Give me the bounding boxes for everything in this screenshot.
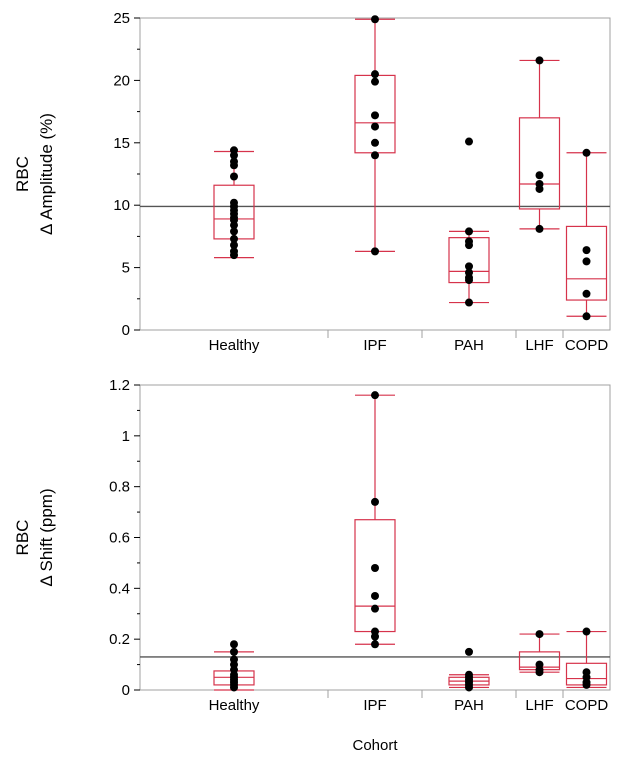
x-tick-label: COPD <box>565 337 609 354</box>
x-tick-label: COPD <box>565 697 609 714</box>
data-point <box>371 122 379 131</box>
data-point <box>371 111 379 120</box>
data-point <box>582 289 591 298</box>
data-point <box>535 184 544 193</box>
data-point <box>465 298 473 307</box>
y-tick-label: 10 <box>113 197 130 214</box>
data-point <box>230 640 238 649</box>
y-axis-label-line2: Δ Amplitude (%) <box>37 113 56 235</box>
box-ipf <box>354 18 396 252</box>
data-point <box>371 632 379 641</box>
y-tick-label: 0.8 <box>109 479 130 496</box>
data-point <box>230 161 238 170</box>
data-point <box>371 138 379 147</box>
box-iqr <box>354 519 396 633</box>
data-point <box>535 668 544 677</box>
y-axis-label: RBC Δ Shift (ppm) <box>13 488 56 586</box>
data-point <box>582 312 591 321</box>
data-point <box>371 591 379 600</box>
data-point <box>535 56 544 65</box>
data-point <box>582 257 591 266</box>
data-point <box>371 391 379 400</box>
data-point <box>230 234 238 243</box>
data-point <box>230 683 238 692</box>
y-axis-label: RBC Δ Amplitude (%) <box>13 113 56 235</box>
data-point <box>371 77 379 86</box>
y-tick-label: 5 <box>122 260 130 277</box>
chart-panel-amplitude: 0 5 10 15 20 25 RBC Δ Amplitude (%) Healthy IPF PA… <box>13 10 611 354</box>
chart-panel-shift: 0 0.2 0.4 0.6 0.8 1 1.2 RBC Δ Shift (ppm) Healthy… <box>13 377 611 714</box>
data-point <box>371 247 379 256</box>
data-point <box>465 227 473 236</box>
y-tick-label: 0 <box>122 322 130 339</box>
data-point <box>371 640 379 649</box>
data-point <box>371 15 379 24</box>
data-point <box>371 564 379 572</box>
box-iqr <box>518 117 561 210</box>
data-point <box>371 497 379 506</box>
x-tick-label: IPF <box>363 337 386 354</box>
data-point <box>230 251 238 260</box>
x-tick-label: LHF <box>525 697 553 714</box>
data-point <box>230 221 238 230</box>
y-tick-label: 25 <box>113 10 130 27</box>
data-point <box>465 647 473 656</box>
x-tick-label: IPF <box>363 697 386 714</box>
x-axis-label: Cohort <box>352 737 398 754</box>
data-point <box>535 171 544 180</box>
x-tick-label: PAH <box>454 337 484 354</box>
y-tick-label: 1 <box>122 428 130 445</box>
data-point <box>465 683 473 692</box>
y-tick-label: 0 <box>122 682 130 699</box>
x-tick-label: Healthy <box>209 337 260 354</box>
data-point <box>465 262 473 271</box>
data-point <box>535 630 544 639</box>
data-point <box>230 647 238 656</box>
x-tick-label: LHF <box>525 337 553 354</box>
data-point <box>582 246 591 255</box>
y-tick-label: 0.6 <box>109 530 130 547</box>
y-axis-label-line1: RBC <box>13 520 32 556</box>
data-point <box>230 241 238 250</box>
data-point <box>230 151 238 160</box>
box-lhf <box>518 59 561 230</box>
data-point <box>371 604 379 613</box>
y-tick-label: 0.4 <box>109 580 130 597</box>
y-tick-label: 1.2 <box>109 377 130 394</box>
x-tick-label: Healthy <box>209 697 260 714</box>
data-point <box>230 227 238 236</box>
x-tick-label: PAH <box>454 697 484 714</box>
data-point <box>582 680 591 689</box>
y-axis-label-line2: Δ Shift (ppm) <box>37 488 56 586</box>
y-tick-label: 0.2 <box>109 631 130 648</box>
data-point <box>535 224 544 233</box>
data-point <box>582 148 591 157</box>
y-tick-label: 20 <box>113 72 130 89</box>
data-point <box>582 627 591 636</box>
box-iqr <box>565 225 608 301</box>
y-tick-label: 15 <box>113 135 130 152</box>
y-axis-label-line1: RBC <box>13 156 32 192</box>
data-point <box>230 172 238 181</box>
data-point <box>371 70 379 79</box>
data-point <box>371 151 379 160</box>
data-point <box>465 241 473 250</box>
data-point <box>465 276 473 285</box>
data-point <box>465 137 473 146</box>
